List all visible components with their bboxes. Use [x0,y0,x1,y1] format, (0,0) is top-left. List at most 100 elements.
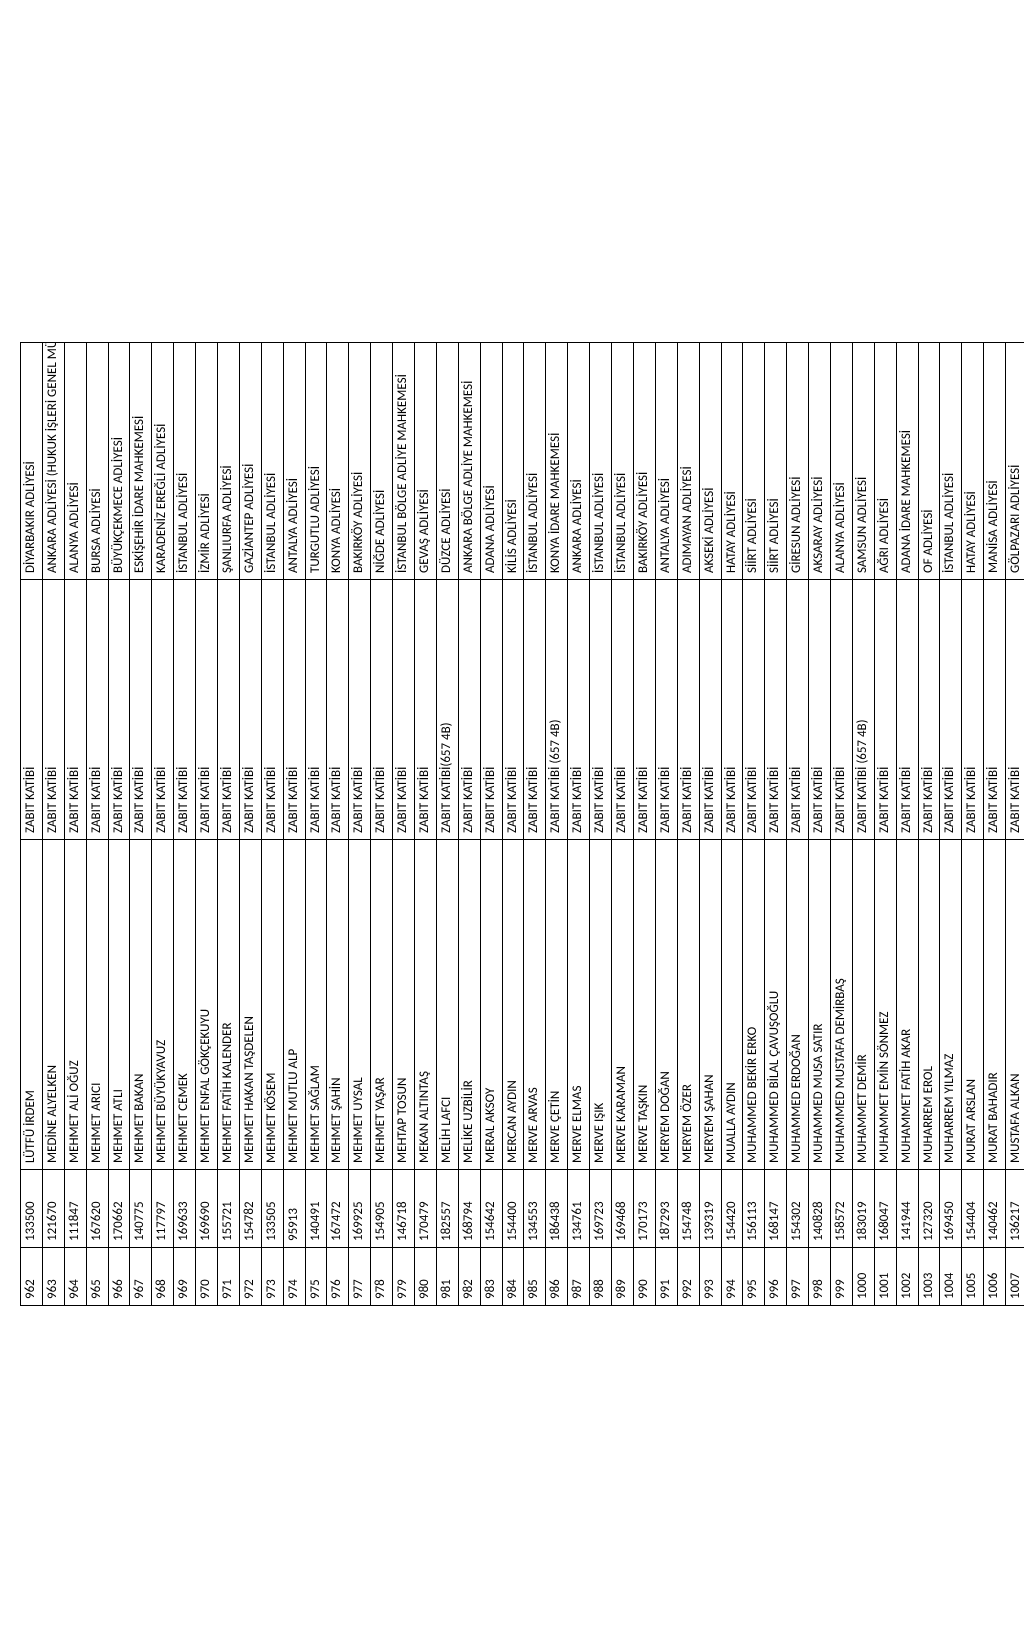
table-cell: ADANA ADLİYESİ [480,343,502,580]
table-cell: 1005 [962,1248,984,1306]
table-cell: 967 [130,1248,152,1306]
table-cell: ZABIT KATİBİ [305,580,327,840]
table-row: 981182557MELİH LAFCIZABIT KATİBİ(657 4B)… [436,343,458,1306]
table-cell: 140775 [130,1170,152,1248]
table-cell: 999 [830,1248,852,1306]
table-row: 979146718MEHTAP TOSUNZABIT KATİBİİSTANBU… [393,343,415,1306]
table-cell: ZABIT KATİBİ [809,580,831,840]
table-cell: ZABIT KATİBİ [196,580,218,840]
table-cell: 186438 [546,1170,568,1248]
table-row: 980170479MEKAN ALTINTAŞZABIT KATİBİGEVAŞ… [415,343,437,1306]
table-cell: MUSTAFA ALKAN [1006,840,1024,1170]
table-row: 969169633MEHMET CEMEKZABIT KATİBİİSTANBU… [174,343,196,1306]
table-cell: İSTANBUL ADLİYESİ [174,343,196,580]
table-cell: MUHAMMED BİLAL ÇAVUŞOĞLU [765,840,787,1170]
table-cell: MEHMET ATLI [108,840,130,1170]
table-cell: ZABIT KATİBİ [612,580,634,840]
table-cell: MERYEM DOĞAN [655,840,677,1170]
table-cell: GAZİANTEP ADLİYESİ [239,343,261,580]
table-cell: 983 [480,1248,502,1306]
table-row: 968117797MEHMET BÜYÜKYAVUZZABIT KATİBİKA… [152,343,174,1306]
table-row: 971155721MEHMET FATİH KALENDERZABIT KATİ… [218,343,240,1306]
table-cell: 973 [261,1248,283,1306]
table-cell: MUALLA AYDIN [721,840,743,1170]
table-cell: 991 [655,1248,677,1306]
table-cell: OF ADLİYESİ [918,343,940,580]
table-cell: ANKARA ADLİYESİ (HUKUK İŞLERİ GENEL MÜDÜ… [42,343,64,580]
table-cell: 985 [524,1248,546,1306]
table-cell: MERYEM ŞAHAN [699,840,721,1170]
table-row: 1003127320MUHARREM EROLZABIT KATİBİOF AD… [918,343,940,1306]
table-cell: 169690 [196,1170,218,1248]
table-cell: ZABIT KATİBİ [349,580,371,840]
table-cell: SAMSUN ADLİYESİ [852,343,874,580]
table-cell: 134761 [568,1170,590,1248]
table-cell: ZABIT KATİBİ [415,580,437,840]
table-cell: GİRESUN ADLİYESİ [787,343,809,580]
table-cell: ZABIT KATİBİ [108,580,130,840]
table-cell: 167620 [86,1170,108,1248]
table-row: 972154782MEHMET HAKAN TAŞDELENZABIT KATİ… [239,343,261,1306]
table-cell: ZABIT KATİBİ [962,580,984,840]
table-cell: ZABIT KATİBİ [86,580,108,840]
table-row: 975140491MEHMET SAĞLAMZABIT KATİBİTURGUT… [305,343,327,1306]
table-cell: SİİRT ADLİYESİ [765,343,787,580]
table-cell: 969 [174,1248,196,1306]
table-cell: 1002 [896,1248,918,1306]
table-cell: MEHMET FATİH KALENDER [218,840,240,1170]
table-cell: 155721 [218,1170,240,1248]
table-cell: 962 [21,1248,43,1306]
table-cell: 998 [809,1248,831,1306]
table-cell: 974 [283,1248,305,1306]
table-cell: ZABIT KATİBİ [1006,580,1024,840]
table-row: 983154642MERAL AKSOYZABIT KATİBİADANA AD… [480,343,502,1306]
table-cell: ZABIT KATİBİ [174,580,196,840]
table-cell: ZABIT KATİBİ [984,580,1006,840]
table-cell: 183019 [852,1170,874,1248]
table-cell: 95913 [283,1170,305,1248]
table-cell: MEHMET ŞAHİN [327,840,349,1170]
table-cell: DİYARBAKIR ADLİYESİ [21,343,43,580]
table-cell: İSTANBUL ADLİYESİ [612,343,634,580]
table-row: 970169690MEHMET ENFAL GÖKÇEKUYUZABIT KAT… [196,343,218,1306]
table-cell: AĞRI ADLİYESİ [874,343,896,580]
table-cell: 1003 [918,1248,940,1306]
table-cell: 154748 [677,1170,699,1248]
table-cell: ZABIT KATİBİ [568,580,590,840]
table-cell: BURSA ADLİYESİ [86,343,108,580]
table-cell: MEHMET ENFAL GÖKÇEKUYU [196,840,218,1170]
table-cell: 169450 [940,1170,962,1248]
table-cell: 1000 [852,1248,874,1306]
table-cell: 154782 [239,1170,261,1248]
table-cell: ZABIT KATİBİ [524,580,546,840]
table-row: 97495913MEHMET MUTLU ALPZABIT KATİBİANTA… [283,343,305,1306]
table-cell: MEHMET ALİ OĞUZ [64,840,86,1170]
table-cell: 139319 [699,1170,721,1248]
table-cell: 168147 [765,1170,787,1248]
table-cell: 170173 [633,1170,655,1248]
table-cell: 127320 [918,1170,940,1248]
table-cell: KARADENİZ EREĞLİ ADLİYESİ [152,343,174,580]
table-cell: 994 [721,1248,743,1306]
table-cell: ZABIT KATİBİ [655,580,677,840]
table-cell: MERVE ARVAS [524,840,546,1170]
table-cell: 971 [218,1248,240,1306]
table-cell: MEHMET YAŞAR [371,840,393,1170]
table-cell: 154404 [962,1170,984,1248]
table-cell: MANİSA ADLİYESİ [984,343,1006,580]
table-cell: 1004 [940,1248,962,1306]
table-cell: ZABIT KATİBİ [480,580,502,840]
table-cell: 977 [349,1248,371,1306]
table-row: 1001168047MUHAMMET EMİN SÖNMEZZABIT KATİ… [874,343,896,1306]
table-row: 992154748MERYEM ÖZERZABIT KATİBİADIMAYAN… [677,343,699,1306]
table-cell: 146718 [393,1170,415,1248]
table-cell: 154905 [371,1170,393,1248]
table-row: 1007136217MUSTAFA ALKANZABIT KATİBİGÖLPA… [1006,343,1024,1306]
table-cell: MERYEM ÖZER [677,840,699,1170]
table-cell: 993 [699,1248,721,1306]
table-row: 989169468MERVE KARAMANZABIT KATİBİİSTANB… [612,343,634,1306]
table-cell: 133500 [21,1170,43,1248]
table-cell: KONYA İDARE MAHKEMESİ [546,343,568,580]
table-cell: ZABIT KATİBİ [896,580,918,840]
table-cell: İZMİR ADLİYESİ [196,343,218,580]
